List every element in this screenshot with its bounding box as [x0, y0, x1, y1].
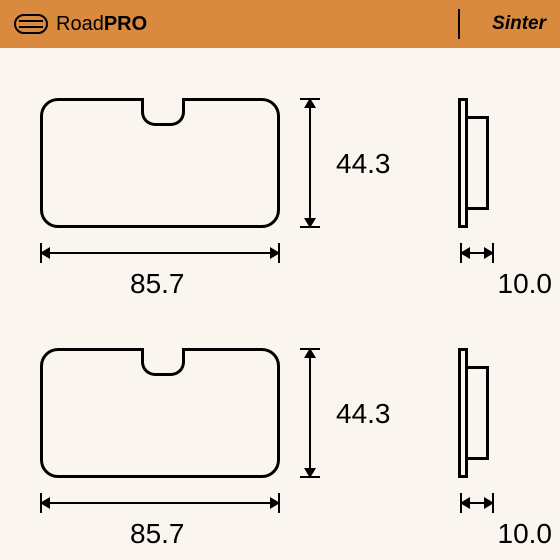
header-divider: [458, 9, 460, 39]
friction-material: [465, 366, 489, 460]
thickness-label: 10.0: [498, 518, 553, 550]
pad-side-view: [458, 348, 492, 478]
width-dimension: [40, 493, 280, 513]
thickness-dimension: [460, 493, 494, 513]
friction-material: [465, 116, 489, 210]
header-bar: RoadPRO Sinter: [0, 0, 560, 48]
pad-outline: [40, 348, 280, 478]
pad-front-view: [40, 98, 280, 228]
pad-section-2: 44.3 85.7 10.0: [10, 318, 550, 558]
width-label: 85.7: [130, 268, 185, 300]
width-dimension: [40, 243, 280, 263]
thickness-label: 10.0: [498, 268, 553, 300]
pad-section-1: 44.3 85.7 10.0: [10, 68, 550, 308]
pad-front-view: [40, 348, 280, 478]
brand-prefix: Road: [56, 13, 104, 35]
pad-notch: [141, 348, 185, 376]
product-type: Sinter: [492, 13, 546, 35]
height-dimension: [300, 348, 320, 478]
diagram-content: 44.3 85.7 10.0 44.3: [0, 48, 560, 560]
height-dimension: [300, 98, 320, 228]
height-label: 44.3: [336, 398, 391, 430]
width-label: 85.7: [130, 518, 185, 550]
height-label: 44.3: [336, 148, 391, 180]
brand-logo-icon: [14, 14, 48, 34]
pad-side-view: [458, 98, 492, 228]
thickness-dimension: [460, 243, 494, 263]
brand-suffix: PRO: [104, 13, 147, 35]
header-left: RoadPRO: [14, 13, 147, 36]
pad-outline: [40, 98, 280, 228]
pad-notch: [141, 98, 185, 126]
brand-name: RoadPRO: [56, 13, 147, 36]
